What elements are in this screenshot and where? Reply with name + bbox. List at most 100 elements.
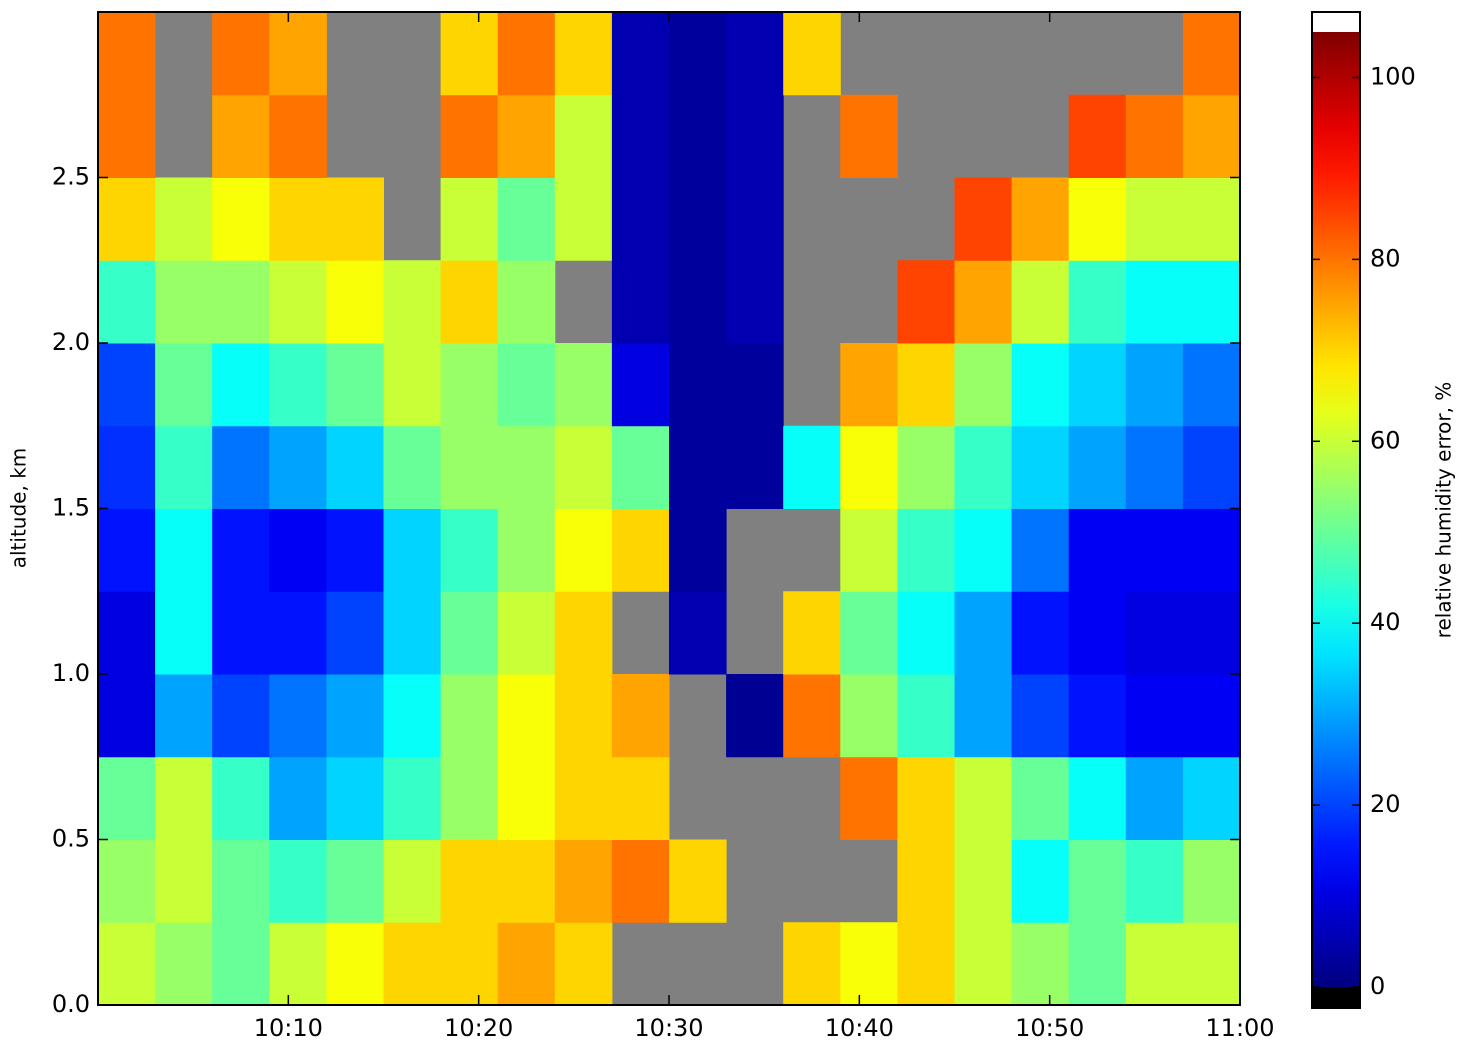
heatmap-cell <box>269 674 327 758</box>
heatmap-cell <box>611 756 670 840</box>
heatmap-cell <box>269 177 327 261</box>
heatmap-cell <box>383 343 442 427</box>
heatmap-cell <box>1125 94 1184 178</box>
heatmap-cell <box>840 94 898 178</box>
heatmap-cell <box>326 508 384 592</box>
heatmap-cell <box>669 260 727 344</box>
heatmap-cell <box>1125 343 1184 427</box>
heatmap-cell <box>98 591 156 675</box>
heatmap-cell <box>98 177 156 261</box>
heatmap-cell <box>269 922 327 1006</box>
x-tick-label: 10:50 <box>1015 1014 1084 1042</box>
heatmap-cell <box>497 922 556 1006</box>
heatmap-cell <box>155 177 213 261</box>
heatmap-cell <box>1011 343 1070 427</box>
heatmap-cell <box>554 839 613 923</box>
heatmap-cell <box>383 674 442 758</box>
heatmap-cell <box>269 343 327 427</box>
heatmap-cell <box>383 922 442 1006</box>
heatmap-cell <box>554 508 613 592</box>
heatmap-cell <box>155 425 213 509</box>
heatmap-cell <box>1182 591 1241 675</box>
heatmap-cell <box>611 12 670 96</box>
heatmap-cell <box>554 591 613 675</box>
x-tick-label: 10:40 <box>825 1014 894 1042</box>
heatmap-cell <box>440 94 499 178</box>
heatmap-cell <box>897 756 955 840</box>
axes: 0.0 0.5 1.0 1.5 2.0 2.5 10:10 10:20 10:30 10:40 10… <box>52 11 1416 1042</box>
heatmap-cell <box>1068 260 1127 344</box>
heatmap-cell <box>1125 508 1184 592</box>
heatmap-cell <box>98 425 156 509</box>
heatmap-cell <box>1068 508 1127 592</box>
heatmap-cell <box>98 674 156 758</box>
heatmap-cell <box>897 839 955 923</box>
heatmap-cell <box>326 839 384 923</box>
heatmap-cell <box>440 508 499 592</box>
heatmap-cell <box>669 508 727 592</box>
heatmap-cell <box>1182 425 1241 509</box>
y-tick-label: 0.5 <box>52 825 90 853</box>
heatmap-cell <box>440 12 499 96</box>
heatmap-cell <box>1068 756 1127 840</box>
heatmap-cell <box>554 12 613 96</box>
heatmap-cell <box>1068 591 1127 675</box>
colorbar-tick-label: 100 <box>1370 62 1416 90</box>
heatmap-cell <box>497 260 556 344</box>
heatmap-cell <box>1011 260 1070 344</box>
heatmap-cell <box>155 922 213 1006</box>
heatmap-cell <box>155 508 213 592</box>
heatmap-cell <box>1011 839 1070 923</box>
heatmap-cell <box>726 674 784 758</box>
heatmap-cell <box>1182 177 1241 261</box>
heatmap-cell <box>440 425 499 509</box>
y-tick-label: 1.5 <box>52 494 90 522</box>
heatmap-cell <box>954 343 1013 427</box>
heatmap-cell <box>1182 508 1241 592</box>
heatmap-cell <box>98 12 156 96</box>
heatmap-cell <box>1125 260 1184 344</box>
heatmap-cell <box>669 839 727 923</box>
heatmap-cell <box>897 508 955 592</box>
heatmap-cell <box>954 922 1013 1006</box>
heatmap-cell <box>1125 922 1184 1006</box>
heatmap-cell <box>669 177 727 261</box>
heatmap-cell <box>554 425 613 509</box>
heatmap-cell <box>98 839 156 923</box>
heatmap-cell <box>554 343 613 427</box>
heatmap-cell <box>440 591 499 675</box>
heatmap-cell <box>383 508 442 592</box>
heatmap-cell <box>840 508 898 592</box>
heatmap-cell <box>98 94 156 178</box>
heatmap-cell <box>326 260 384 344</box>
colorbar-over <box>1312 12 1360 32</box>
heatmap-cell <box>554 177 613 261</box>
heatmap-cell <box>954 425 1013 509</box>
heatmap-cell <box>212 674 270 758</box>
heatmap-cell <box>212 343 270 427</box>
heatmap-cell <box>726 12 784 96</box>
heatmap-cell <box>326 343 384 427</box>
heatmap-cell <box>897 343 955 427</box>
colorbar-under <box>1312 987 1360 1008</box>
heatmap-cell <box>1011 922 1070 1006</box>
heatmap-cell <box>269 508 327 592</box>
heatmap-cell <box>497 508 556 592</box>
colorbar-tick-label: 20 <box>1370 790 1401 818</box>
heatmap-cell <box>1011 674 1070 758</box>
heatmap-cell <box>783 674 841 758</box>
heatmap-cell <box>726 94 784 178</box>
heatmap-cell <box>383 260 442 344</box>
heatmap-cell <box>383 425 442 509</box>
heatmap-cell <box>440 177 499 261</box>
x-tick-label: 11:00 <box>1205 1014 1274 1042</box>
heatmap-cell <box>212 260 270 344</box>
heatmap-cell <box>1011 756 1070 840</box>
heatmap-cell <box>1068 177 1127 261</box>
heatmap-cell <box>611 343 670 427</box>
heatmap-cell <box>954 839 1013 923</box>
heatmap-cell <box>669 343 727 427</box>
heatmap-cell <box>1125 425 1184 509</box>
x-tick-label: 10:30 <box>634 1014 703 1042</box>
heatmap-cell <box>611 425 670 509</box>
